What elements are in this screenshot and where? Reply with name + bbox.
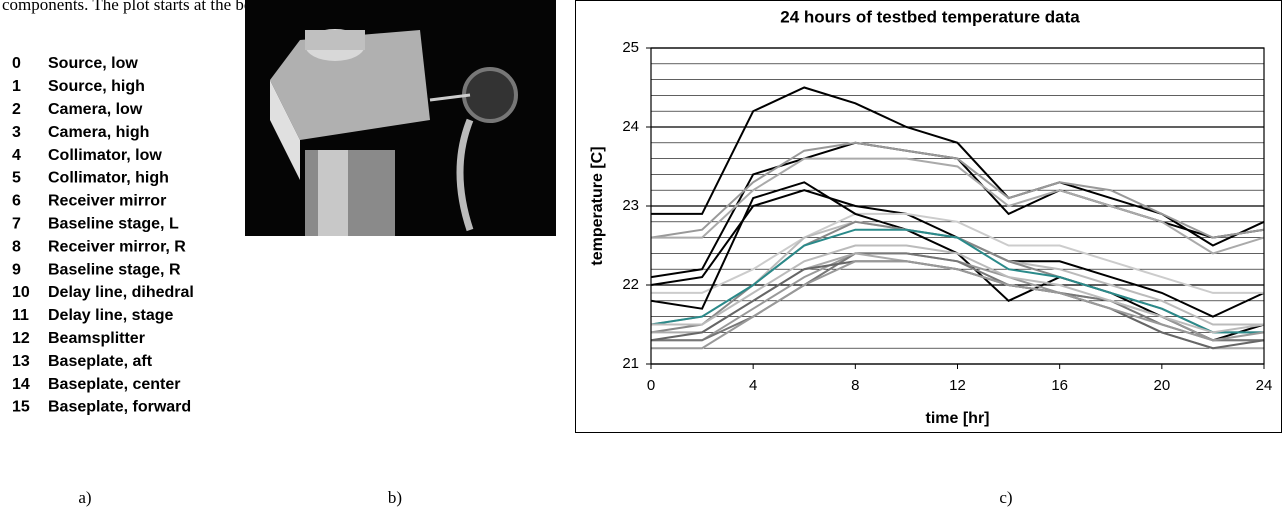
list-label: Camera, low [48,101,143,118]
list-label: Baseplate, center [48,376,181,393]
x-axis-label: time [hr] [926,410,990,427]
list-label: Camera, high [48,124,149,141]
list-number: 13 [12,353,30,370]
x-tick-label: 16 [1051,377,1068,394]
series-line [650,141,1265,239]
chart-title: 24 hours of testbed temperature data [780,7,1080,26]
list-number: 15 [12,399,30,416]
series-line [651,244,1265,334]
list-label: Delay line, stage [48,307,173,324]
list-number: 7 [12,216,21,233]
caption: a) [78,488,91,507]
series-line [650,228,1264,334]
series-line [651,212,1264,294]
list-number: 10 [12,284,30,301]
list-number: 12 [12,330,30,347]
series-line [651,157,1265,255]
list-number: 2 [12,101,21,118]
y-axis-label: temperature [C] [589,146,606,265]
list-number: 4 [12,147,21,164]
list-number: 0 [12,55,21,72]
caption: b) [388,488,402,507]
x-tick-label: 12 [949,377,966,394]
x-tick-label: 4 [749,377,757,394]
list-label: Delay line, dihedral [48,284,194,301]
y-tick-label: 25 [622,39,639,56]
list-number: 6 [12,193,21,210]
list-label: Receiver mirror, R [48,238,186,255]
x-tick-label: 8 [851,377,859,394]
plot-frame [650,47,1265,365]
series-line [650,141,1265,279]
list-number: 8 [12,238,21,255]
list-label: Source, high [48,78,145,95]
photo [245,0,556,236]
series-line [651,260,1265,350]
list-label: Receiver mirror [48,193,166,210]
y-tick-label: 22 [622,276,639,293]
list-number: 1 [12,78,21,95]
list-label: Baseline stage, R [48,261,181,278]
list-label: Baseplate, forward [48,399,191,416]
y-tick-label: 21 [622,355,639,372]
x-tick-label: 24 [1256,377,1273,394]
list-label: Source, low [48,55,138,72]
list-label: Beamsplitter [48,330,145,347]
list-number: 3 [12,124,21,141]
caption: c) [999,488,1012,507]
x-tick-label: 0 [647,377,655,394]
list-label: Baseline stage, L [48,216,179,233]
chart-frame [575,0,1282,433]
list-label: Baseplate, aft [48,353,153,370]
y-tick-label: 24 [622,118,639,135]
y-tick-label: 23 [622,197,639,214]
list-number: 14 [12,376,30,393]
x-tick-label: 20 [1153,377,1170,394]
list-number: 9 [12,261,21,278]
list-label: Collimator, high [48,170,169,187]
list-number: 11 [12,307,29,324]
list-number: 5 [12,170,21,187]
list-label: Collimator, low [48,147,162,164]
